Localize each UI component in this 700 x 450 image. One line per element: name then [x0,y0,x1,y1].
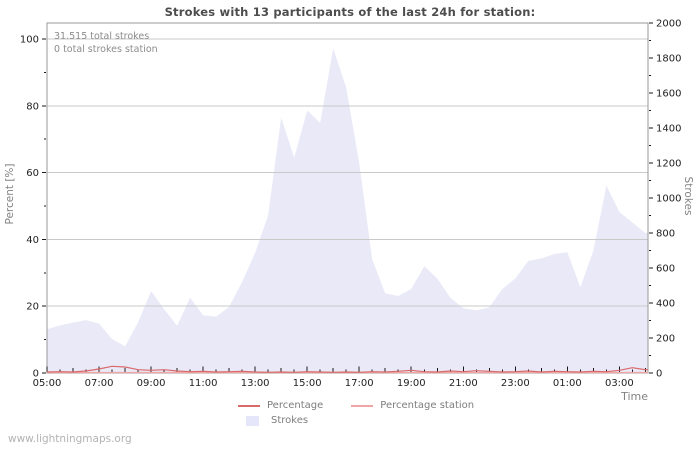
right-tick-label: 1000 [656,194,681,205]
legend-item-strokes: Strokes [238,415,308,426]
right-tick-label: 200 [656,334,675,345]
legend-label-percentage: Percentage [267,400,324,411]
right-tick-label: 400 [656,299,675,310]
left-tick-label: 20 [26,302,39,313]
strokes-area-series [47,48,648,374]
left-tick-label: 60 [26,168,39,179]
footer-link[interactable]: www.lightningmaps.org [8,433,132,445]
x-tick-label: 21:00 [449,378,478,389]
legend-label-strokes: Strokes [271,415,309,426]
legend-label-percentage-station: Percentage station [380,400,475,411]
left-tick-label: 40 [26,235,39,246]
right-tick-label: 1800 [656,54,681,65]
left-tick-label: 80 [26,101,39,112]
left-tick-label: 100 [20,35,39,46]
strokes-area-swatch [246,415,259,426]
legend-item-percentage: Percentage [238,400,323,411]
total-strokes-station-annotation: 0 total strokes station [54,44,158,55]
left-axis-title: Percent [%] [4,163,16,225]
right-tick-label: 1200 [656,159,681,170]
x-tick-label: 23:00 [501,378,530,389]
x-tick-label: 11:00 [189,378,218,389]
left-tick-label: 0 [33,369,39,380]
x-tick-label: 07:00 [85,378,114,389]
legend-item-percentage-station: Percentage station [351,400,474,411]
x-axis-title: Time [621,390,648,403]
x-tick-label: 19:00 [397,378,426,389]
left-axis-ticks [42,38,46,374]
right-axis-title: Strokes [682,176,694,216]
x-tick-label: 01:00 [553,378,582,389]
right-tick-label: 600 [656,264,675,275]
right-tick-label: 800 [656,229,675,240]
right-axis-ticks [649,22,653,374]
x-tick-label: 15:00 [293,378,322,389]
percentage-line [46,365,648,373]
right-tick-label: 2000 [656,19,681,30]
x-tick-label: 17:00 [345,378,374,389]
right-tick-label: 0 [656,369,662,380]
percentage-station-line-swatch [351,404,374,407]
x-tick-label: 05:00 [33,378,62,389]
x-tick-label: 13:00 [241,378,270,389]
total-strokes-annotation: 31.515 total strokes [54,31,150,42]
x-tick-label: 03:00 [605,378,634,389]
right-tick-label: 1400 [656,124,681,135]
chart-title: Strokes with 13 participants of the last… [164,5,536,19]
percentage-line-swatch [238,404,260,407]
chart-legend: Percentage Percentage station Strokes [238,398,502,428]
x-tick-label: 09:00 [137,378,166,389]
right-tick-label: 1600 [656,89,681,100]
grid-lines [47,38,648,307]
